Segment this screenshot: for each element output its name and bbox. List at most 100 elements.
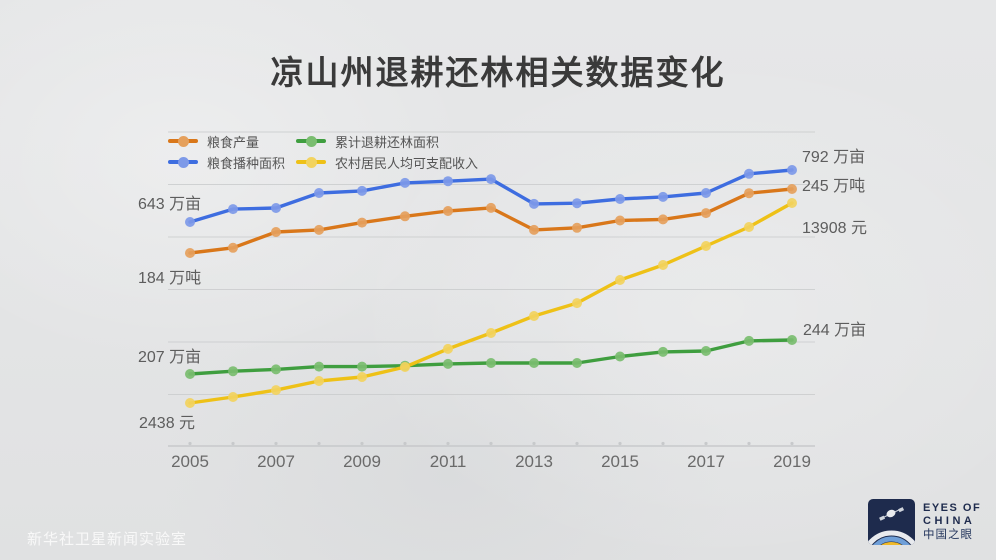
data-point-series-1 [228,204,238,215]
legend-line-icon-sowing-area [168,156,198,168]
data-point-series-2 [314,361,324,372]
axis-tick-dot [489,441,493,446]
legend-item-grain-output[interactable]: 粮食产量 [168,131,296,151]
data-point-series-0 [271,227,281,237]
legend-label: 粮食产量 [207,134,260,150]
data-point-series-3 [443,343,453,354]
data-point-series-2 [185,369,195,379]
data-point-series-0 [744,188,754,199]
axis-tick-dot [446,441,450,446]
x-axis-tick-label: 2017 [687,452,725,471]
data-point-series-1 [400,177,410,188]
data-point-series-3 [400,362,410,372]
label-grain-output-start: 184 万吨 [138,270,202,287]
axis-tick-dot [188,441,192,446]
footer-credit: 新华社卫星新闻实验室 [27,531,188,548]
data-point-series-3 [744,222,754,232]
legend-dot-icon [305,156,317,168]
data-point-series-3 [615,275,625,285]
data-point-series-3 [314,376,324,386]
data-point-series-1 [787,165,797,175]
x-axis-tick-label: 2005 [171,452,209,471]
legend-item-sowing-area[interactable]: 粮食播种面积 [168,152,296,172]
data-point-series-1 [744,168,754,179]
axis-tick-dot [575,441,579,446]
data-point-series-0 [185,248,195,258]
axis-tick-dot [403,441,407,446]
data-point-series-1 [529,198,539,209]
logo-text: EYES OF CHINA 中国之眼 [923,502,981,543]
data-point-series-0 [400,211,410,222]
data-point-series-3 [658,260,668,270]
axis-tick-dot [618,441,622,446]
legend-item-reforestation-area[interactable]: 累计退耕还林面积 [296,131,478,151]
data-point-series-1 [271,203,281,213]
data-point-series-1 [357,185,367,196]
axis-tick-dot [790,441,794,446]
label-rural-income-end: 13908 元 [802,220,867,237]
data-point-series-3 [486,328,496,338]
data-point-series-0 [486,202,496,213]
data-point-series-2 [443,358,453,369]
legend-label: 农村居民人均可支配收入 [335,155,479,171]
legend-label: 粮食播种面积 [207,155,286,171]
x-axis-tick-label: 2009 [343,452,381,471]
logo-line-3: 中国之眼 [923,528,973,541]
legend-line-icon-reforestation-area [296,135,326,147]
x-axis-tick-label: 2013 [515,452,553,471]
legend-item-rural-income[interactable]: 农村居民人均可支配收入 [296,152,478,172]
legend-dot-icon [177,156,189,168]
data-point-series-0 [615,215,625,226]
data-point-series-1 [615,194,625,204]
data-point-series-1 [572,198,582,209]
logo-line-2: CHINA [923,514,976,527]
x-axis-tick-label: 2015 [601,452,639,471]
axis-tick-dot [317,441,321,446]
data-point-series-1 [486,174,496,185]
data-point-series-0 [529,224,539,235]
data-point-series-0 [357,217,367,228]
x-axis-tick-label: 2019 [773,452,811,471]
data-point-series-1 [701,188,711,198]
data-point-series-2 [228,366,238,377]
legend-dot-icon [177,135,189,147]
data-point-series-3 [228,392,238,402]
satellite-earth-icon [868,499,915,545]
logo-line-1: EYES OF [923,501,982,514]
label-grain-output-end: 245 万吨 [802,178,866,195]
data-point-series-3 [701,241,711,251]
legend-line-icon-rural-income [296,156,326,168]
axis-tick-dot [231,441,235,446]
legend-label: 累计退耕还林面积 [335,134,440,150]
axis-tick-dot [532,441,536,446]
label-sowing-area-start: 643 万亩 [138,196,202,213]
data-point-series-0 [572,222,582,233]
data-point-series-2 [529,358,539,368]
axis-tick-dot [360,441,364,446]
axis-tick-dot [747,441,751,446]
data-point-series-1 [658,191,668,202]
data-point-series-1 [443,176,453,187]
data-point-series-3 [357,372,367,382]
label-reforestation-start: 207 万亩 [138,349,202,366]
data-point-series-0 [228,242,238,253]
data-point-series-2 [572,358,582,368]
data-point-series-2 [701,346,711,356]
data-point-series-2 [271,364,281,375]
data-point-series-3 [529,311,539,321]
data-point-series-1 [314,188,324,198]
label-sowing-area-end: 792 万亩 [802,149,866,166]
data-point-series-2 [357,361,367,372]
data-point-series-2 [787,335,797,345]
data-point-series-2 [486,358,496,368]
data-point-series-2 [744,335,754,346]
data-point-series-0 [314,224,324,235]
axis-tick-dot [704,441,708,446]
data-point-series-0 [443,206,453,216]
data-point-series-2 [615,351,625,362]
x-axis-tick-label: 2007 [257,452,295,471]
data-point-series-0 [658,214,668,225]
page-title: 凉山州退耕还林相关数据变化 [270,54,726,91]
